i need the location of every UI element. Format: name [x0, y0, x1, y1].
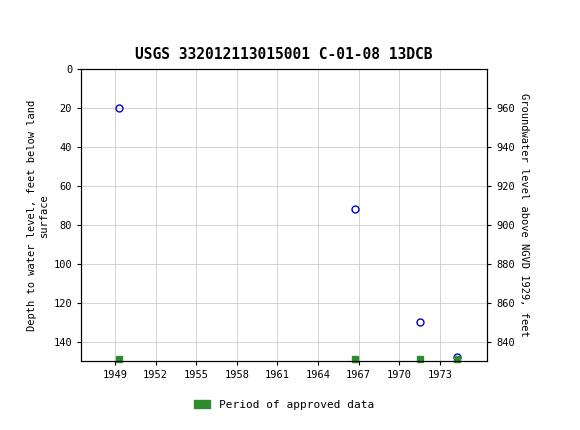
Text: ≈USGS: ≈USGS: [9, 10, 79, 28]
Y-axis label: Groundwater level above NGVD 1929, feet: Groundwater level above NGVD 1929, feet: [519, 93, 529, 337]
Y-axis label: Depth to water level, feet below land
surface: Depth to water level, feet below land su…: [27, 99, 49, 331]
Legend: Period of approved data: Period of approved data: [189, 395, 379, 414]
Title: USGS 332012113015001 C-01-08 13DCB: USGS 332012113015001 C-01-08 13DCB: [136, 47, 433, 62]
